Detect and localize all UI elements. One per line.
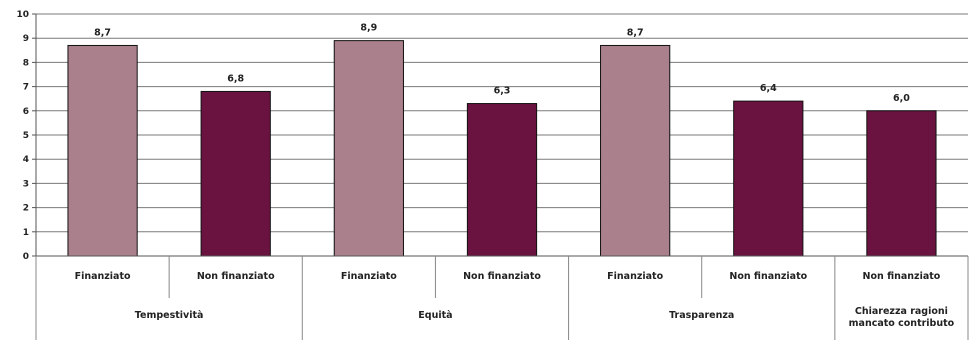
x-axis: Finanziato Non finanziato Finanziato Non fi… bbox=[35, 255, 969, 340]
group-label: Chiarezza ragioni bbox=[855, 306, 948, 317]
bar bbox=[466, 103, 538, 257]
y-tick-label: 5 bbox=[23, 131, 29, 141]
bar bbox=[733, 100, 804, 257]
y-tick-label: 2 bbox=[23, 204, 29, 214]
group-label: Trasparenza bbox=[669, 310, 734, 321]
bar bbox=[866, 110, 937, 257]
y-axis: 0 1 2 3 4 5 6 7 8 9 10 bbox=[16, 10, 37, 262]
data-label: 8,7 bbox=[94, 27, 111, 38]
category-label: Non finanziato bbox=[197, 271, 275, 282]
category-label: Non finanziato bbox=[863, 271, 941, 282]
bars bbox=[67, 40, 937, 257]
bar bbox=[600, 44, 671, 257]
data-label: 6,4 bbox=[760, 83, 777, 94]
y-tick-label: 10 bbox=[16, 10, 29, 20]
y-tick-label: 1 bbox=[23, 228, 29, 238]
bar bbox=[67, 44, 138, 257]
category-label: Non finanziato bbox=[729, 271, 807, 282]
y-tick-label: 8 bbox=[23, 58, 29, 68]
bar bbox=[200, 90, 271, 257]
data-label: 6,8 bbox=[227, 73, 244, 84]
data-label: 8,9 bbox=[360, 23, 377, 34]
category-label: Finanziato bbox=[607, 271, 663, 282]
y-tick-label: 3 bbox=[23, 179, 29, 189]
data-label: 8,7 bbox=[627, 27, 644, 38]
data-label: 6,3 bbox=[494, 86, 511, 97]
y-tick-label: 0 bbox=[23, 252, 29, 262]
bar bbox=[333, 40, 404, 257]
y-tick-label: 4 bbox=[23, 155, 29, 165]
category-label: Finanziato bbox=[341, 271, 397, 282]
y-tick-label: 9 bbox=[23, 34, 29, 44]
y-tick-label: 7 bbox=[23, 83, 29, 93]
data-label: 6,0 bbox=[893, 93, 910, 104]
group-label: mancato contributo bbox=[849, 318, 955, 329]
group-label: Tempestività bbox=[135, 310, 204, 321]
category-label: Non finanziato bbox=[463, 271, 541, 282]
category-label: Finanziato bbox=[75, 271, 131, 282]
y-tick-label: 6 bbox=[23, 107, 29, 117]
data-labels: 8,7 6,8 8,9 6,3 8,7 6,4 6,0 bbox=[94, 23, 910, 104]
group-label: Equità bbox=[418, 310, 452, 321]
